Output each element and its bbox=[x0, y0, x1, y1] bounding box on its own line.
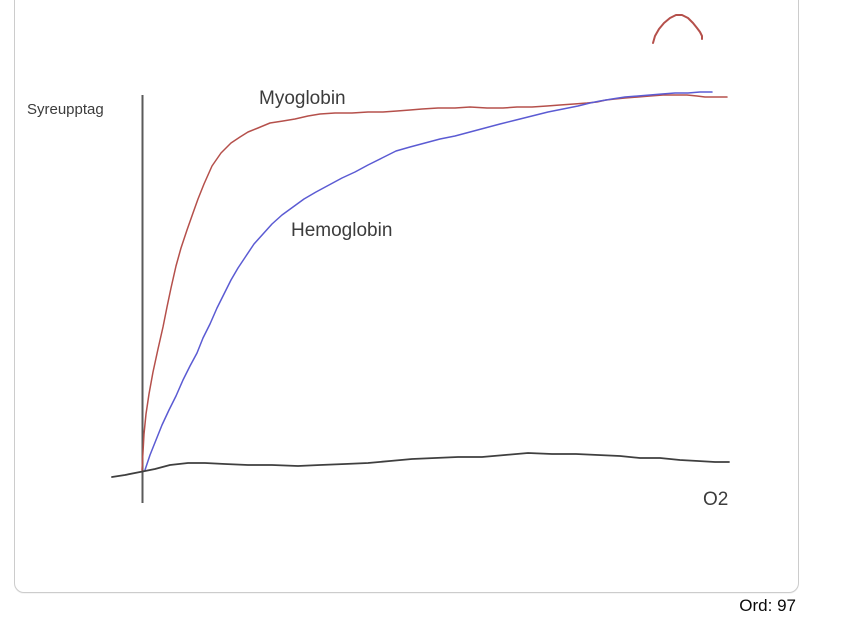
word-count-status: Ord: 97 bbox=[739, 596, 796, 615]
drawing-canvas[interactable] bbox=[14, 0, 799, 593]
myoglobin-series-label: Myoglobin bbox=[259, 88, 346, 109]
hemoglobin-series-label: Hemoglobin bbox=[291, 220, 393, 241]
y-axis-label: Syreupptag bbox=[27, 101, 104, 118]
x-axis-label: O2 bbox=[703, 489, 729, 510]
